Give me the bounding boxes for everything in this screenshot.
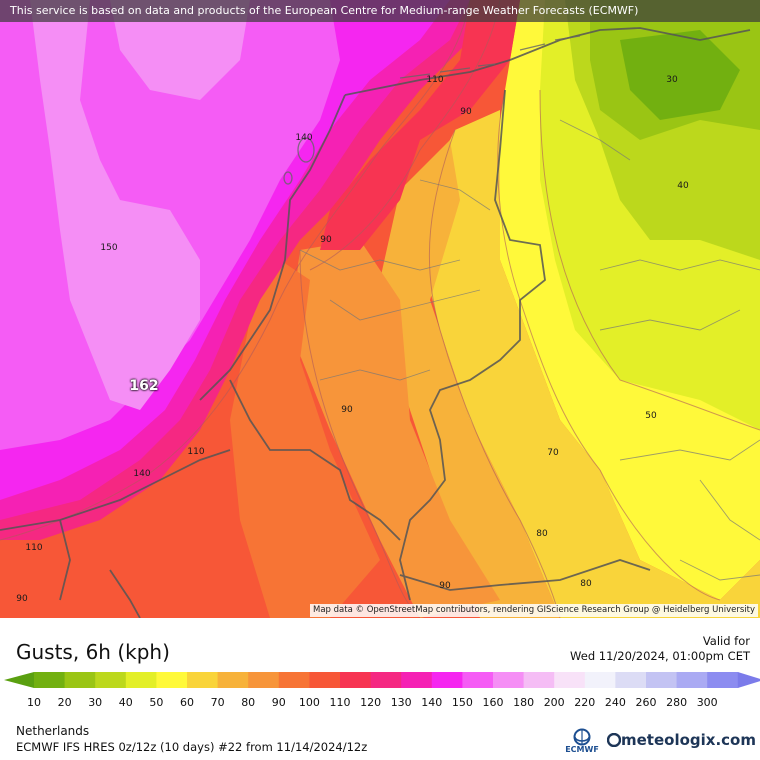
contour-label: 30 [666, 75, 678, 85]
model-run-info: ECMWF IFS HRES 0z/12z (10 days) #22 from… [16, 740, 368, 754]
legend-tick-label: 80 [241, 696, 256, 709]
legend-swatch [493, 672, 525, 688]
region-name: Netherlands [16, 724, 90, 738]
legend-swatch [584, 672, 616, 688]
legend-tick-label: 240 [604, 696, 626, 709]
legend-tick-label: 40 [118, 696, 133, 709]
legend-tick-label: 150 [451, 696, 473, 709]
legend-tick-label: 60 [180, 696, 194, 709]
legend-swatch [431, 672, 463, 688]
legend-swatch [462, 672, 494, 688]
weather-map[interactable]: This service is based on data and produc… [0, 0, 760, 618]
legend-tick-label: 220 [574, 696, 596, 709]
legend-arrow-low [4, 672, 34, 688]
map-canvas [0, 0, 760, 618]
legend-swatch [34, 672, 66, 688]
legend-tick-label: 120 [360, 696, 382, 709]
gust-zone-90-100 [230, 260, 380, 618]
legend-swatch [278, 672, 310, 688]
contour-label: 90 [320, 235, 332, 245]
legend-swatch [340, 672, 372, 688]
legend-tick-label: 130 [390, 696, 412, 709]
legend-swatch [156, 672, 188, 688]
legend-tick-label: 70 [210, 696, 225, 709]
gust-zone-160-180 [30, 0, 200, 410]
gust-zone-10-20 [620, 30, 740, 120]
contour-label: 40 [677, 181, 689, 191]
legend-swatch [615, 672, 647, 688]
legend-tick-label: 100 [298, 696, 320, 709]
legend-labels: 10 20 30 40 50 60 70 80 90 100 110 120 130 140 150 160 1… [0, 696, 760, 710]
legend-tick-label: 160 [482, 696, 504, 709]
contour-label: 140 [133, 469, 151, 479]
legend-tick-label: 300 [696, 696, 718, 709]
legend-tick-label: 50 [149, 696, 164, 709]
contour-label: 140 [295, 133, 313, 143]
frisian-islands [283, 35, 581, 185]
contour-label: 110 [187, 447, 205, 457]
meteologix-logo-icon [606, 732, 622, 748]
map-data-credits: Map data © OpenStreetMap contributors, r… [310, 604, 758, 617]
province-borders [299, 119, 760, 581]
gust-zone-70-80 [380, 140, 560, 618]
legend-swatch [187, 672, 219, 688]
ecmwf-logo-icon [573, 728, 591, 746]
meteologix-logo[interactable]: meteologix.com [606, 731, 756, 749]
contour-label: 80 [536, 529, 548, 539]
contour-label: 80 [580, 579, 592, 589]
legend-tick-label: 30 [88, 696, 103, 709]
meteologix-brand-text: meteologix.com [621, 731, 756, 749]
legend-tick-label: 20 [57, 696, 72, 709]
gust-zone-160-180-north [110, 0, 250, 100]
valid-label: Valid for [702, 634, 750, 648]
country-borders [0, 27, 751, 618]
legend-arrow-high [737, 672, 760, 688]
legend-swatch [401, 672, 433, 688]
maximum-gust-label: 162 [129, 378, 159, 394]
gust-zone-110-120-arc [320, 0, 520, 250]
legend-tick-label: 200 [543, 696, 565, 709]
legend-swatch [646, 672, 678, 688]
legend-swatch [370, 672, 402, 688]
ecmwf-logo-text: ECMWF [565, 745, 599, 754]
legend-swatch [64, 672, 96, 688]
legend-tick-label: 280 [666, 696, 688, 709]
legend-tick-label: 90 [271, 696, 286, 709]
contour-label: 110 [25, 543, 43, 553]
contour-label: 90 [341, 405, 353, 415]
valid-time: Wed 11/20/2024, 01:00pm CET [570, 649, 750, 663]
legend-swatch [95, 672, 127, 688]
ecmwf-logo[interactable]: ECMWF [562, 728, 602, 756]
legend-swatch [523, 672, 555, 688]
legend-tick-label: 260 [635, 696, 657, 709]
valid-time-block: Valid for Wed 11/20/2024, 01:00pm CET [570, 634, 750, 664]
contour-label: 90 [16, 594, 28, 604]
gust-zone-60-70 [420, 110, 760, 618]
contour-label: 110 [426, 75, 444, 85]
gust-zone-80-90 [290, 240, 500, 618]
legend-swatch [309, 672, 341, 688]
legend-tick-label: 10 [27, 696, 41, 709]
map-title: Gusts, 6h (kph) [16, 640, 170, 664]
legend-swatch [676, 672, 708, 688]
ecmwf-attribution-banner: This service is based on data and produc… [0, 0, 760, 22]
contour-label: 90 [439, 581, 451, 591]
legend-tick-label: 180 [513, 696, 535, 709]
legend-swatch [217, 672, 249, 688]
contour-label: 90 [460, 107, 472, 117]
legend-tick-label: 110 [329, 696, 351, 709]
contour-label: 150 [100, 243, 118, 253]
legend-swatch [707, 672, 739, 688]
isotach-lines [0, 0, 760, 618]
color-legend-bar [4, 672, 760, 688]
contour-label: 70 [547, 448, 559, 458]
legend-swatch [554, 672, 586, 688]
legend-swatch [125, 672, 157, 688]
legend-tick-label: 140 [421, 696, 443, 709]
contour-label: 50 [645, 411, 657, 421]
legend-swatch [248, 672, 280, 688]
